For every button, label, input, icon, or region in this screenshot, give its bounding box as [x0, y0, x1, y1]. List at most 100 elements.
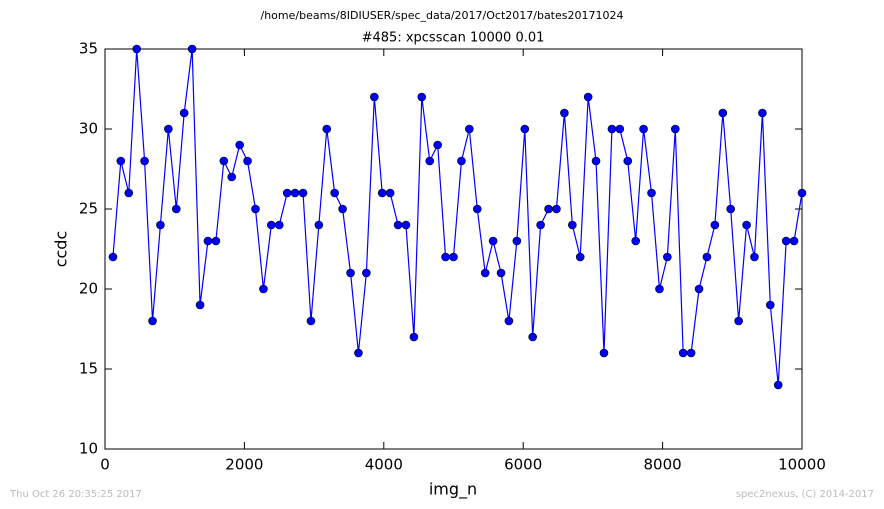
- data-point: [496, 268, 506, 278]
- data-point: [385, 188, 395, 198]
- data-point: [156, 220, 165, 230]
- data-point: [615, 124, 625, 134]
- y-tick-label: 15: [79, 360, 98, 378]
- data-point: [591, 156, 601, 166]
- data-point: [781, 236, 791, 246]
- data-point: [179, 108, 189, 118]
- data-point: [274, 220, 284, 230]
- footer-left: Thu Oct 26 20:35:25 2017: [9, 489, 142, 500]
- data-point: [433, 140, 442, 150]
- y-axis-label: ccdc: [52, 231, 71, 268]
- data-point: [758, 108, 767, 118]
- data-point: [504, 316, 514, 326]
- data-point: [243, 156, 252, 166]
- data-point: [322, 124, 332, 134]
- data-point: [219, 156, 229, 166]
- data-point: [393, 220, 403, 230]
- y-tick-label: 20: [79, 280, 98, 298]
- y-tick-label: 35: [79, 40, 98, 58]
- data-point: [354, 348, 363, 358]
- data-point: [457, 156, 466, 166]
- data-point: [575, 252, 585, 262]
- data-point: [734, 316, 743, 326]
- x-tick-label: 4000: [365, 456, 403, 474]
- data-point: [362, 268, 371, 278]
- x-axis-label: img_n: [429, 480, 477, 500]
- data-point: [417, 92, 427, 102]
- data-line: [112, 48, 803, 386]
- data-point: [306, 316, 316, 326]
- y-tick-label: 30: [79, 120, 98, 138]
- x-tick-label: 0: [100, 456, 110, 474]
- data-point: [599, 348, 609, 358]
- data-point: [694, 284, 704, 294]
- data-point: [726, 204, 735, 214]
- data-point: [789, 236, 799, 246]
- data-point: [750, 252, 759, 262]
- x-tick-label: 10000: [778, 456, 826, 474]
- data-point: [647, 188, 656, 198]
- data-point: [298, 188, 308, 198]
- data-point: [710, 220, 720, 230]
- data-point: [560, 108, 569, 118]
- data-point: [655, 284, 664, 294]
- data-point: [314, 220, 324, 230]
- data-point: [370, 92, 379, 102]
- data-point: [441, 252, 450, 262]
- data-point: [607, 124, 617, 134]
- data-point: [251, 204, 260, 214]
- suptitle: /home/beams/8IDIUSER/spec_data/2017/Oct2…: [261, 9, 624, 22]
- data-point: [488, 236, 498, 246]
- data-point: [663, 252, 672, 262]
- data-point: [235, 140, 244, 150]
- data-point: [132, 44, 142, 54]
- data-point: [480, 268, 490, 278]
- data-point: [227, 172, 237, 182]
- data-point: [718, 108, 728, 118]
- data-point: [552, 204, 561, 214]
- x-tick-label: 2000: [225, 456, 263, 474]
- data-point: [631, 236, 640, 246]
- data-point: [528, 332, 537, 342]
- data-point: [401, 220, 411, 230]
- data-point: [536, 220, 545, 230]
- x-tick-label: 6000: [504, 456, 542, 474]
- y-tick-label: 10: [79, 440, 98, 458]
- data-point: [172, 204, 181, 214]
- data-point: [338, 204, 347, 214]
- chart-title: #485: xpcsscan 10000 0.01: [362, 31, 545, 46]
- data-point: [140, 156, 149, 166]
- data-point: [773, 380, 783, 390]
- data-point: [742, 220, 751, 230]
- data-point: [259, 284, 268, 294]
- data-point: [797, 188, 807, 198]
- data-point: [330, 188, 339, 198]
- data-point: [465, 124, 474, 134]
- data-point: [108, 252, 118, 262]
- data-point: [544, 204, 553, 214]
- data-point: [568, 220, 577, 230]
- data-point: [148, 316, 157, 326]
- data-point: [195, 300, 205, 310]
- data-point: [425, 156, 435, 166]
- data-point: [520, 124, 530, 134]
- data-point: [639, 124, 648, 134]
- data-point: [512, 236, 522, 246]
- data-point: [124, 188, 134, 198]
- data-point: [765, 300, 775, 310]
- data-point: [116, 156, 126, 166]
- data-point: [187, 44, 197, 54]
- data-point: [670, 124, 680, 134]
- data-point: [203, 236, 213, 246]
- data-point: [290, 188, 300, 198]
- footer-right: spec2nexus, (C) 2014-2017: [736, 489, 874, 500]
- data-point: [267, 220, 276, 230]
- data-point: [678, 348, 688, 358]
- plot-frame: [104, 48, 803, 450]
- data-point: [211, 236, 221, 246]
- data-point: [449, 252, 458, 262]
- y-tick-label: 25: [79, 200, 98, 218]
- data-point: [282, 188, 292, 198]
- data-point: [164, 124, 173, 134]
